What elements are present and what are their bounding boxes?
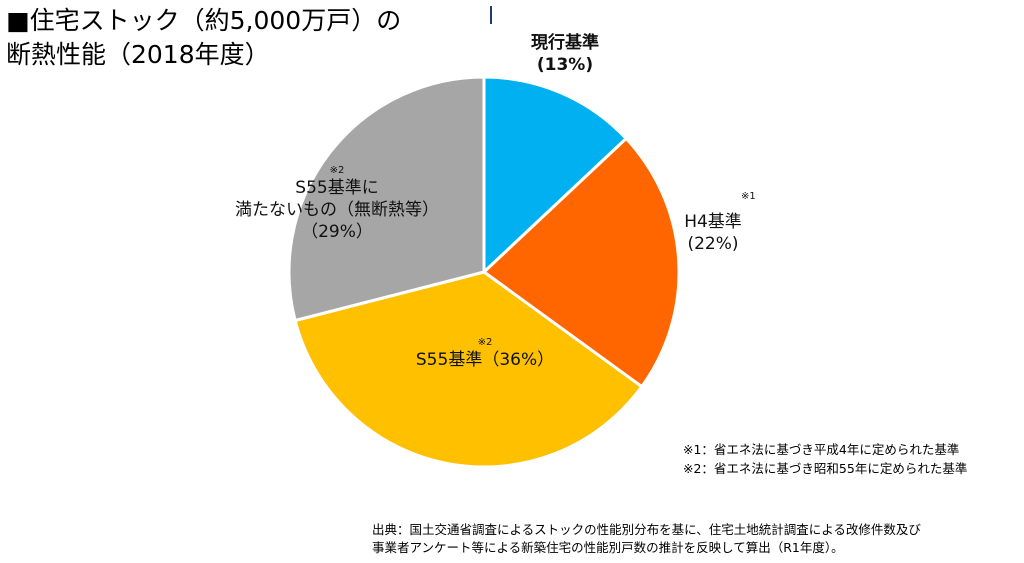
- label-h4-mark: ※1: [741, 191, 756, 202]
- label-under: ※2 S55基準に 満たないもの（無断熱等） （29%）: [222, 165, 452, 243]
- label-h4: H4基準 (22%): [668, 211, 758, 255]
- source-line-2: 事業者アンケート等による新築住宅の性能別戸数の推計を反映して算出（R1年度）。: [372, 540, 844, 555]
- source-line-1: 出典：国土交通省調査によるストックの性能別分布を基に、住宅土地統計調査による改修…: [372, 522, 921, 537]
- pie-slice-h4: [481, 136, 681, 389]
- label-s55-mark: ※2: [477, 337, 493, 348]
- label-genko: 現行基準 (13%): [500, 32, 630, 76]
- label-under-name1: S55基準に: [295, 178, 379, 198]
- header-marker: [490, 6, 492, 24]
- pie-slice-genko: [482, 75, 629, 276]
- label-under-mark: ※2: [329, 165, 345, 176]
- chart-title-line2: 断熱性能（2018年度）: [6, 40, 270, 69]
- label-s55-name: S55基準（36%）: [415, 350, 555, 370]
- label-genko-name: 現行基準: [531, 33, 599, 53]
- chart-title-line1: ■住宅ストック（約5,000万戸）の: [6, 6, 402, 35]
- label-genko-pct: (13%): [536, 55, 594, 75]
- source-note: 出典：国土交通省調査によるストックの性能別分布を基に、住宅土地統計調査による改修…: [372, 521, 921, 557]
- pie-slice-s55: [293, 270, 644, 469]
- label-under-name2: 満たないもの（無断熱等）: [235, 200, 439, 220]
- label-h4-name: H4基準: [684, 212, 742, 232]
- footnote-2: ※2：省エネ法に基づき昭和55年に定められた基準: [683, 461, 968, 476]
- chart-title: ■住宅ストック（約5,000万戸）の 断熱性能（2018年度）: [6, 4, 401, 72]
- pie-slice-under: [287, 75, 486, 323]
- label-under-pct: （29%）: [301, 222, 373, 242]
- footnotes: ※1：省エネ法に基づき平成4年に定められた基準 ※2：省エネ法に基づき昭和55年…: [683, 440, 967, 478]
- label-h4-pct: (22%): [687, 234, 739, 254]
- label-s55: ※2 S55基準（36%）: [400, 337, 570, 371]
- footnote-1: ※1：省エネ法に基づき平成4年に定められた基準: [683, 442, 960, 457]
